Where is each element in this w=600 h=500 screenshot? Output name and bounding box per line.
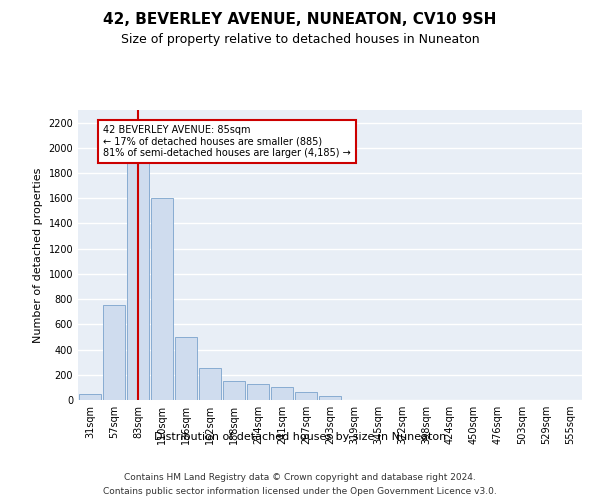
Text: Contains HM Land Registry data © Crown copyright and database right 2024.: Contains HM Land Registry data © Crown c… [124,472,476,482]
Bar [271,388,293,400]
Text: Contains public sector information licensed under the Open Government Licence v3: Contains public sector information licen… [103,488,497,496]
Bar [175,337,197,400]
Text: Distribution of detached houses by size in Nuneaton: Distribution of detached houses by size … [154,432,446,442]
Bar [151,198,173,400]
Text: 42 BEVERLEY AVENUE: 85sqm
← 17% of detached houses are smaller (885)
81% of semi: 42 BEVERLEY AVENUE: 85sqm ← 17% of detac… [103,125,351,158]
Bar [223,381,245,400]
Bar [79,394,101,400]
Bar [103,306,125,400]
Text: 42, BEVERLEY AVENUE, NUNEATON, CV10 9SH: 42, BEVERLEY AVENUE, NUNEATON, CV10 9SH [103,12,497,28]
Text: Size of property relative to detached houses in Nuneaton: Size of property relative to detached ho… [121,32,479,46]
Bar [319,396,341,400]
Bar [295,392,317,400]
Bar [127,122,149,400]
Bar [247,384,269,400]
Bar [199,368,221,400]
Y-axis label: Number of detached properties: Number of detached properties [33,168,43,342]
